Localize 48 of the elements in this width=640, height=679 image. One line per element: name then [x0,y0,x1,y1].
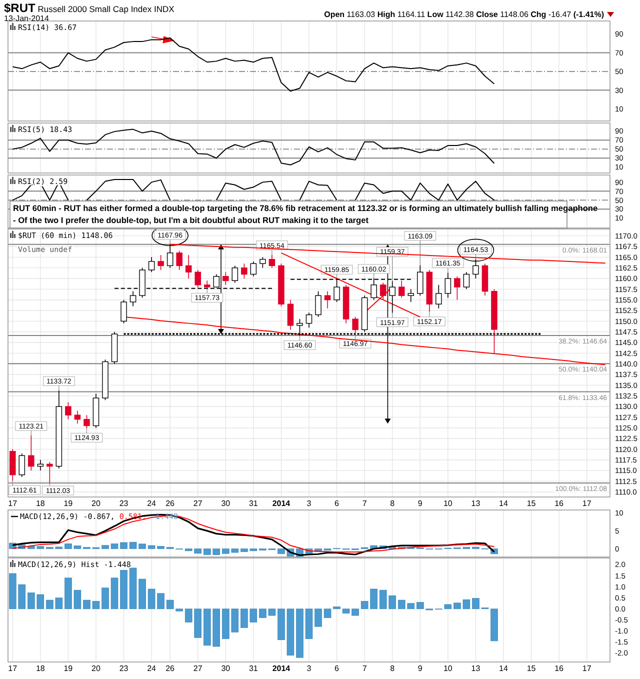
x-tick-label: 20 [92,499,101,508]
x-tick-label: 10 [443,499,453,508]
x-tick-label: 24 [147,499,157,508]
x-tick-label: 16 [554,664,564,673]
x-tick-label: 24 [147,664,157,673]
text: 13-Jan-2014 [4,14,50,23]
x-tick-label: 17 [582,499,592,508]
x-tick-label: 14 [499,499,508,508]
text: Open 1163.03 High 1164.11 Low 1142.38 Close 1148.06 Chg -16.47 (-1.41%) [324,10,604,19]
x-tick-label: 2014 [272,499,291,508]
x-tick-label: 26 [166,664,176,673]
x-tick-label: 19 [64,664,74,673]
x-tick-label: 31 [248,664,258,673]
x-tick-label: 27 [193,664,203,673]
x-tick-label: 18 [36,499,46,508]
x-tick-label: 18 [36,664,46,673]
x-tick-label: 19 [64,499,74,508]
x-tick-label: 30 [221,499,231,508]
x-tick-label: 27 [193,499,203,508]
x-tick-label: 20 [92,664,101,673]
text: $RUT Russell 2000 Small Cap Index INDX [4,1,175,15]
x-tick-label: 30 [221,664,231,673]
x-tick-label: 23 [119,664,129,673]
x-tick-label: 9 [418,664,423,673]
x-tick-label: 8 [390,664,396,673]
x-tick-label: 26 [166,499,176,508]
x-tick-label: 6 [334,499,340,508]
x-tick-label: 14 [499,664,508,673]
x-tick-label: 10 [443,664,453,673]
x-tick-label: 9 [418,499,423,508]
x-tick-label: 7 [362,499,368,508]
x-tick-label: 6 [334,664,340,673]
x-tick-label: 3 [306,499,312,508]
annotation: - Of the two I prefer the double-top, but I'm a bit doubtful about RUT making it to the target [13,215,369,225]
x-tick-label: 17 [8,499,18,508]
x-tick-label: 15 [526,499,536,508]
x-tick-label: 16 [554,499,564,508]
x-tick-label: 13 [471,499,481,508]
x-tick-label: 17 [8,664,18,673]
x-tick-label: 8 [390,499,396,508]
x-tick-label: 13 [471,664,481,673]
x-tick-label: 2014 [272,664,291,673]
x-tick-label: 15 [526,664,536,673]
x-tick-label: 31 [248,499,258,508]
x-tick-label: 17 [582,664,592,673]
x-tick-label: 3 [306,664,312,673]
x-tick-label: 7 [362,664,368,673]
x-tick-label: 23 [119,499,129,508]
